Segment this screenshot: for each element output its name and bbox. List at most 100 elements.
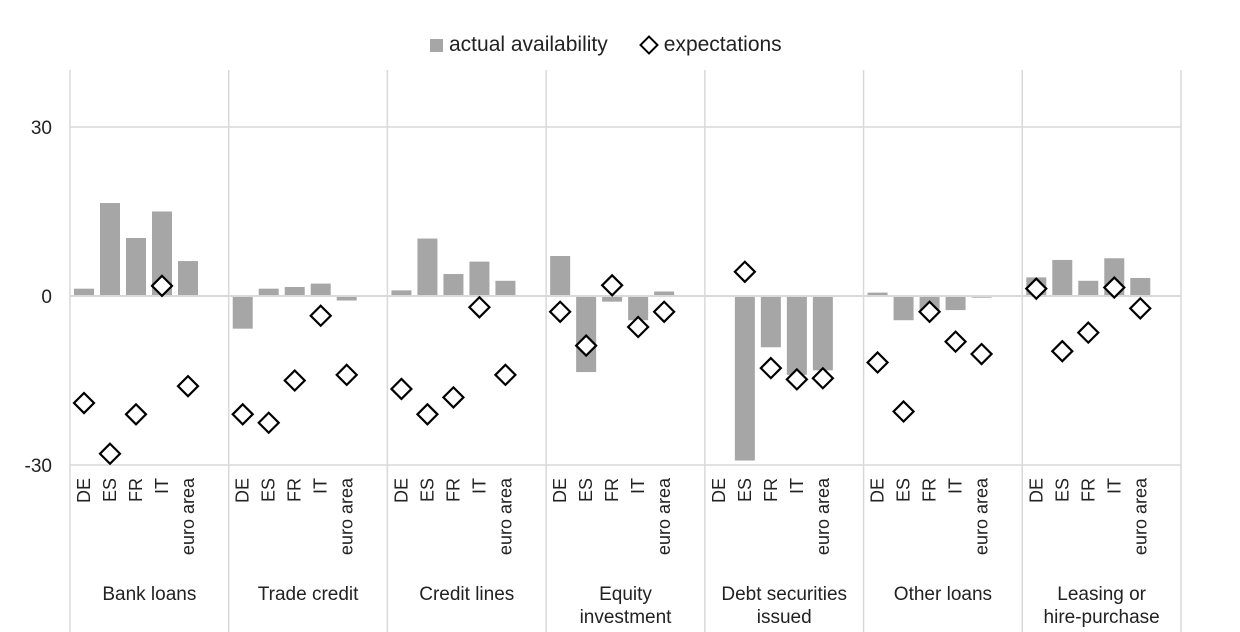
- marker-expectation-ES: [574, 334, 598, 358]
- marker-expectation-ES: [1050, 339, 1074, 363]
- group-label: Leasing or: [1057, 584, 1146, 605]
- x-tick-label: DE: [74, 478, 94, 503]
- marker-expectation-DE: [548, 300, 572, 324]
- x-tick-label: IT: [787, 478, 807, 494]
- legend-label-expectations: expectations: [663, 33, 782, 56]
- chart-legend: actual availability expectations: [430, 32, 812, 58]
- x-tick-label: FR: [602, 478, 622, 502]
- marker-expectation-euro-area: [493, 363, 517, 387]
- legend-label-actual: actual availability: [449, 33, 608, 56]
- bar-actual-ES: [1052, 259, 1073, 296]
- bar-actual-FR: [126, 237, 146, 296]
- bar-actual-ES: [258, 288, 279, 296]
- x-tick-label: IT: [311, 478, 331, 494]
- marker-expectation-IT: [150, 274, 174, 298]
- bar-actual-euro-area: [178, 261, 198, 296]
- marker-expectation-euro-area: [1128, 296, 1152, 320]
- x-tick-label: euro area: [813, 477, 833, 555]
- y-tick-label: 0: [41, 287, 52, 308]
- x-tick-label: IT: [1104, 478, 1124, 494]
- x-tick-label: FR: [920, 478, 940, 502]
- x-tick-label: euro area: [337, 477, 357, 555]
- bar-actual-DE: [232, 296, 253, 329]
- marker-expectation-ES: [892, 399, 916, 424]
- bar-actual-FR: [602, 296, 623, 302]
- x-tick-label: FR: [761, 478, 781, 502]
- marker-expectation-ES: [733, 260, 757, 284]
- x-tick-label: FR: [285, 478, 305, 502]
- x-tick-label: IT: [946, 478, 966, 494]
- marker-expectation-ES: [257, 411, 281, 435]
- bar-actual-IT: [152, 211, 172, 296]
- bar-actual-IT: [628, 296, 649, 321]
- x-tick-label: ES: [417, 478, 437, 502]
- bar-actual-FR: [760, 296, 781, 348]
- marker-expectation-IT: [785, 367, 809, 391]
- bar-actual-DE: [391, 290, 412, 296]
- x-tick-label: DE: [550, 478, 570, 503]
- legend-item-expectations: expectations: [638, 33, 782, 57]
- x-tick-label: euro area: [495, 477, 515, 555]
- marker-expectation-euro-area: [176, 374, 200, 398]
- marker-expectation-FR: [441, 385, 465, 409]
- x-tick-label: IT: [628, 478, 648, 494]
- group-label: Credit lines: [419, 584, 514, 605]
- marker-expectation-FR: [124, 402, 148, 426]
- bar-actual-ES: [734, 296, 755, 461]
- marker-expectation-DE: [231, 402, 255, 426]
- marker-expectation-FR: [759, 356, 783, 380]
- x-tick-label: DE: [709, 478, 729, 503]
- bar-actual-DE: [867, 292, 888, 296]
- y-tick-label: 30: [31, 118, 52, 139]
- x-tick-label: DE: [868, 478, 888, 503]
- bar-actual-FR: [443, 274, 464, 296]
- legend-item-actual: actual availability: [430, 33, 608, 57]
- group-label: Other loans: [894, 584, 992, 605]
- group-label: hire-purchase: [1044, 607, 1160, 628]
- bar-actual-DE: [550, 256, 571, 296]
- x-tick-label: euro area: [178, 477, 198, 555]
- group-label: investment: [580, 607, 673, 628]
- marker-expectation-DE: [389, 377, 413, 401]
- x-tick-label: ES: [259, 478, 279, 502]
- marker-expectation-IT: [309, 304, 333, 328]
- bar-actual-euro-area: [336, 296, 357, 301]
- x-tick-label: DE: [233, 478, 253, 503]
- x-tick-label: ES: [1052, 478, 1072, 502]
- bar-actual-euro-area: [812, 296, 833, 371]
- x-tick-label: euro area: [1130, 477, 1150, 555]
- marker-expectation-FR: [918, 300, 942, 324]
- group-label: issued: [757, 607, 812, 628]
- marker-expectation-IT: [1102, 275, 1126, 300]
- bar-actual-IT: [310, 283, 331, 296]
- x-tick-label: euro area: [654, 477, 674, 555]
- marker-expectation-IT: [944, 330, 968, 354]
- x-tick-label: ES: [894, 478, 914, 502]
- x-tick-label: DE: [1026, 478, 1046, 503]
- bar-actual-DE: [74, 288, 94, 296]
- bar-actual-IT: [945, 296, 966, 311]
- x-tick-label: FR: [443, 478, 463, 502]
- x-tick-label: ES: [100, 478, 120, 502]
- x-tick-label: euro area: [972, 477, 992, 555]
- bar-actual-ES: [893, 296, 914, 321]
- group-label: Bank loans: [102, 584, 196, 605]
- bar-actual-euro-area: [654, 291, 675, 296]
- legend-bar-swatch: [430, 38, 443, 52]
- bar-actual-ES: [100, 203, 120, 296]
- group-label: Trade credit: [258, 584, 359, 605]
- marker-expectation-euro-area: [811, 366, 835, 390]
- x-tick-label: IT: [469, 478, 489, 494]
- marker-expectation-DE: [866, 350, 890, 375]
- marker-expectation-FR: [600, 273, 624, 297]
- marker-expectation-FR: [1076, 321, 1100, 345]
- bar-actual-FR: [1078, 280, 1099, 296]
- marker-expectation-ES: [98, 442, 122, 466]
- bar-actual-IT: [786, 296, 807, 375]
- marker-expectation-euro-area: [335, 363, 359, 387]
- bar-actual-euro-area: [1130, 277, 1151, 296]
- x-tick-label: ES: [735, 478, 755, 502]
- marker-expectation-IT: [467, 295, 491, 319]
- bar-actual-euro-area: [495, 280, 516, 296]
